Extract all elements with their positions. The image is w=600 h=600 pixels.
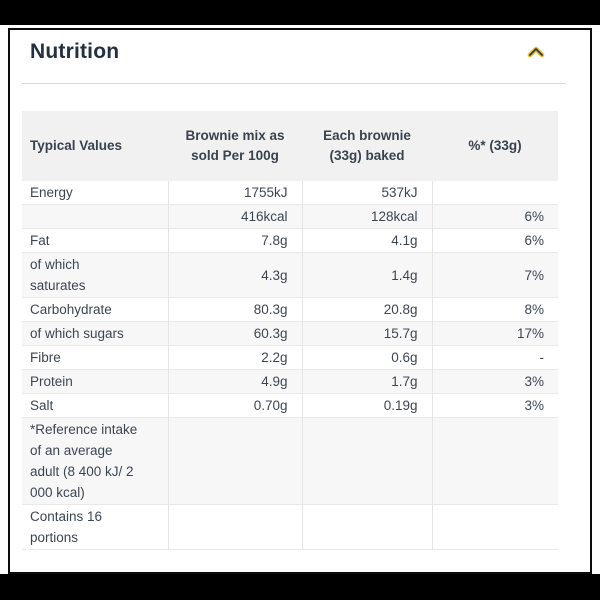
table-row: Protein 4.9g 1.7g 3%: [22, 369, 558, 394]
table-row: Energy 1755kJ 537kJ: [22, 181, 558, 205]
value-percent-ri: 3%: [524, 374, 544, 389]
value-per-100g: 80.3g: [168, 297, 303, 322]
value-per-brownie: 1.4g: [302, 252, 433, 298]
value-percent-ri: [432, 505, 558, 550]
value-per-100g: 2.2g: [168, 345, 303, 370]
table-row: of which saturates 4.3g 1.4g 7%: [22, 252, 558, 298]
nutrition-panel: Nutrition Typical Values Brownie mix as …: [8, 28, 592, 574]
value-per-brownie: 15.7g: [302, 321, 433, 346]
value-per-100g: 60.3g: [168, 321, 303, 346]
value-per-brownie: 0.6g: [302, 345, 433, 370]
nutrition-accordion-header[interactable]: Nutrition: [10, 30, 590, 64]
value-per-brownie: [302, 417, 433, 505]
column-header-each-brownie: Each brownie (33g) baked: [302, 111, 432, 181]
nutrient-label: [22, 204, 169, 229]
value-per-100g: [168, 504, 303, 550]
table-row: Contains 16 portions: [22, 504, 558, 550]
value-per-100g: 416kcal: [168, 204, 303, 229]
table-row: *Reference intake of an average adult (8…: [22, 417, 558, 505]
value-per-100g: 1755kJ: [168, 181, 303, 205]
nutrient-label: of which saturates: [22, 252, 169, 298]
value-percent-ri: [432, 418, 558, 505]
value-per-brownie: 4.1g: [302, 228, 433, 253]
nutrient-label: *Reference intake of an average adult (8…: [22, 417, 169, 505]
column-header-typical-values: Typical Values: [22, 111, 168, 181]
header-divider: [22, 83, 566, 84]
value-per-brownie: [302, 504, 433, 550]
column-header-per-100g: Brownie mix as sold Per 100g: [168, 111, 302, 181]
table-row: Fibre 2.2g 0.6g -: [22, 345, 558, 370]
value-per-100g: [168, 417, 303, 505]
value-percent-ri: -: [539, 350, 545, 365]
value-per-brownie: 128kcal: [302, 204, 433, 229]
table-row: Salt 0.70g 0.19g 3%: [22, 393, 558, 418]
nutrient-label: Fibre: [22, 345, 169, 370]
value-percent-ri: 6%: [524, 233, 544, 248]
nutrient-label: of which sugars: [22, 321, 169, 346]
value-per-100g: 0.70g: [168, 393, 303, 418]
table-row: 416kcal 128kcal 6%: [22, 204, 558, 229]
nutrition-table-body: Energy 1755kJ 537kJ 416kcal 128kcal 6% F…: [22, 181, 558, 550]
nutrition-section-title: Nutrition: [30, 40, 120, 63]
value-per-100g: 7.8g: [168, 228, 303, 253]
nutrition-table-header: Typical Values Brownie mix as sold Per 1…: [22, 111, 558, 181]
nutrition-table: Typical Values Brownie mix as sold Per 1…: [22, 111, 558, 550]
nutrient-label: Contains 16 portions: [22, 504, 169, 550]
letterbox-top: [0, 0, 600, 25]
table-row: Fat 7.8g 4.1g 6%: [22, 228, 558, 253]
value-per-brownie: 0.19g: [302, 393, 433, 418]
value-percent-ri: 3%: [524, 398, 544, 413]
value-percent-ri: [432, 181, 558, 205]
value-per-brownie: 537kJ: [302, 181, 433, 205]
nutrient-label: Salt: [22, 393, 169, 418]
nutrient-label: Protein: [22, 369, 169, 394]
nutrient-label: Energy: [22, 181, 169, 205]
letterbox-bottom: [0, 574, 600, 600]
column-header-percent-ri: %* (33g): [432, 111, 558, 181]
table-row: of which sugars 60.3g 15.7g 17%: [22, 321, 558, 346]
value-percent-ri: 6%: [524, 209, 544, 224]
table-row: Carbohydrate 80.3g 20.8g 8%: [22, 297, 558, 322]
value-percent-ri: 7%: [524, 267, 544, 283]
value-percent-ri: 17%: [516, 326, 544, 341]
value-per-100g: 4.9g: [168, 369, 303, 394]
value-per-brownie: 1.7g: [302, 369, 433, 394]
chevron-up-icon[interactable]: [526, 45, 546, 59]
nutrient-label: Carbohydrate: [22, 297, 169, 322]
value-percent-ri: 8%: [524, 302, 544, 317]
value-per-100g: 4.3g: [168, 252, 303, 298]
nutrient-label: Fat: [22, 228, 169, 253]
value-per-brownie: 20.8g: [302, 297, 433, 322]
